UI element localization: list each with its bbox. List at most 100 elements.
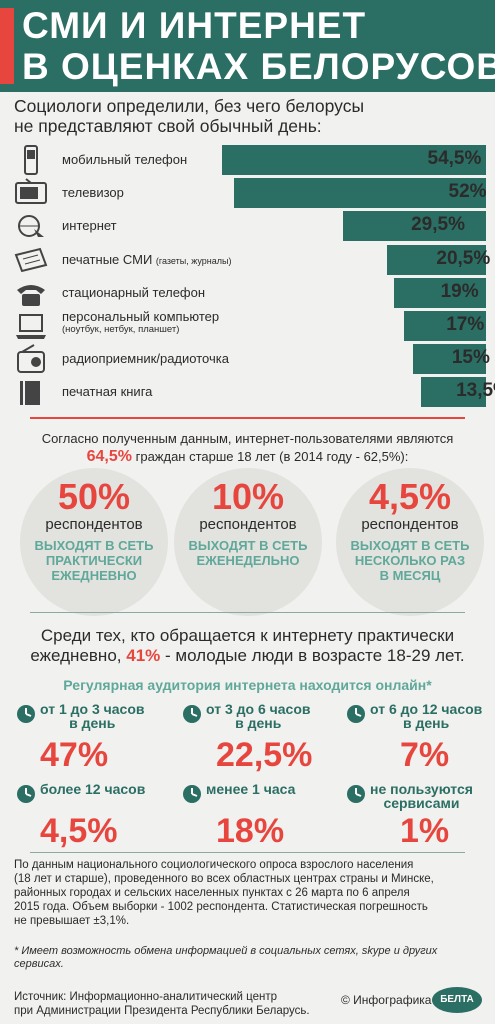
circle-percent: 10% xyxy=(211,476,285,517)
bar xyxy=(393,277,486,308)
intro-text: Социологи определили, без чего белорусы … xyxy=(14,96,484,136)
circle-percent: 4,5% xyxy=(368,476,452,517)
category-label: интернет xyxy=(62,218,117,234)
category-label: печатные СМИ (газеты, журналы) xyxy=(62,251,232,267)
frequency-circle: 10% респондентов ВЫХОДЯТ В СЕТЬ ЕЖЕНЕДЕЛЬНО xyxy=(174,468,322,616)
category-label: печатная книга xyxy=(62,384,153,400)
separator-3 xyxy=(30,852,465,853)
circle-respondents: респондентов xyxy=(361,516,459,533)
online-category: более 12 часов xyxy=(40,781,146,797)
title-banner: СМИ И ИНТЕРНЕТ В ОЦЕНКАХ БЕЛОРУСОВ xyxy=(0,0,495,92)
users-line2: 64,5% граждан старше 18 лет (в 2014 году… xyxy=(0,448,495,466)
online-title: Регулярная аудитория интернета находится… xyxy=(63,677,432,693)
online-value: 47% xyxy=(40,736,109,774)
circle-description: ВЫХОДЯТ В СЕТЬ ЕЖЕНЕДЕЛЬНО xyxy=(188,538,308,568)
bar xyxy=(386,244,486,275)
chart-row: мобильный телефон 54,5% xyxy=(0,145,495,175)
online-category: менее 1 часа xyxy=(206,781,296,797)
circle-description: ВЫХОДЯТ В СЕТЬ ПРАКТИЧЕСКИ ЕЖЕДНЕВНО xyxy=(34,538,154,583)
bar xyxy=(343,211,486,242)
category-label: мобильный телефон xyxy=(62,152,188,167)
category-label: телевизор xyxy=(62,185,124,201)
circle-percent: 50% xyxy=(57,476,131,517)
bar xyxy=(413,344,486,375)
online-category: от 6 до 12 часов в день xyxy=(370,701,483,731)
title-accent xyxy=(0,8,14,84)
daily-line1: Среди тех, кто обращается к интернету пр… xyxy=(40,626,455,645)
method-line: (18 лет и старше), проведенного во всех … xyxy=(14,873,434,885)
users-line2-text: граждан старше 18 лет (в 2014 году - 62,… xyxy=(135,449,409,464)
intro-line2: не представляют свой обычный день: xyxy=(14,116,322,136)
bar xyxy=(222,145,486,175)
daily-percent: 41% xyxy=(126,646,161,665)
daily-line2: ежедневно, 41% - молодые люди в возрасте… xyxy=(0,646,495,666)
clock-icon xyxy=(183,785,201,803)
clock-icon xyxy=(347,705,365,723)
chart-row: персональный компьютер (ноутбук, нетбук, … xyxy=(0,310,495,341)
online-value: 1% xyxy=(400,812,450,850)
radio-icon xyxy=(17,344,45,374)
value-label: 13,5% xyxy=(456,380,495,402)
value-label: 19% xyxy=(440,280,479,302)
separator-2 xyxy=(30,612,465,613)
value-label: 15% xyxy=(451,347,490,369)
belta-logo: БЕЛТА xyxy=(432,987,482,1013)
source: Источник: Информационно-аналитический це… xyxy=(14,990,310,1018)
circle-description: ВЫХОДЯТ В СЕТЬ НЕСКОЛЬКО РАЗ В МЕСЯЦ xyxy=(350,538,470,583)
chart-row: радиоприемник/радиоточка 15% xyxy=(0,344,495,375)
intro-line1: Социологи определили, без чего белорусы xyxy=(14,96,365,116)
chart-row: телевизор 52% xyxy=(0,178,495,209)
users-percent: 64,5% xyxy=(86,448,132,465)
value-label: 17% xyxy=(446,314,485,335)
separator xyxy=(30,417,465,419)
online-value: 18% xyxy=(216,812,285,850)
circle-respondents: респондентов xyxy=(199,516,297,533)
laptop-icon xyxy=(16,314,46,339)
page-title-line2: В ОЦЕНКАХ БЕЛОРУСОВ xyxy=(22,46,495,87)
category-label: стационарный телефон xyxy=(62,284,206,300)
frequency-circle: 50% респондентов ВЫХОДЯТ В СЕТЬ ПРАКТИЧЕСКИ… xyxy=(20,468,168,616)
daily-line2-pre: ежедневно, xyxy=(30,646,122,665)
clock-icon xyxy=(183,705,201,723)
book-icon xyxy=(20,381,40,406)
tv-icon xyxy=(15,178,47,205)
circle-respondents: респондентов xyxy=(45,516,143,533)
online-category: не пользуются сервисами xyxy=(370,781,473,811)
newspaper-icon xyxy=(14,247,48,272)
chart-row: интернет 29,5% xyxy=(0,211,495,242)
value-label: 29,5% xyxy=(411,214,465,236)
method-line: 2015 года. Объем выборки - 1002 респонде… xyxy=(14,901,428,913)
online-value: 22,5% xyxy=(216,736,313,774)
source-line: Источник: Информационно-аналитический це… xyxy=(14,991,278,1003)
method-line: По данным национального социологического… xyxy=(14,859,414,871)
clock-icon xyxy=(347,785,365,803)
bar xyxy=(234,178,486,209)
source-line: при Администрации Президента Республики … xyxy=(14,1005,310,1017)
bar xyxy=(420,377,486,408)
value-label: 54,5% xyxy=(427,148,482,169)
footnote: * Имеет возможность обмена информацией в… xyxy=(14,945,484,971)
daily-line2-post: - молодые люди в возрасте 18-29 лет. xyxy=(165,646,465,665)
footnote-line: сервисах. xyxy=(14,958,64,970)
mobile-phone-icon xyxy=(24,145,38,175)
methodology-note: По данным национального социологического… xyxy=(14,858,484,928)
footnote-line: * Имеет возможность обмена информацией в… xyxy=(14,945,438,957)
internet-icon xyxy=(18,215,44,242)
chart-row: печатные СМИ (газеты, журналы) 20,5% xyxy=(0,244,495,275)
page-title-line1: СМИ И ИНТЕРНЕТ xyxy=(22,5,367,46)
online-value: 4,5% xyxy=(40,812,118,850)
value-label: 20,5% xyxy=(436,247,491,269)
online-category: от 1 до 3 часов в день xyxy=(40,701,145,731)
frequency-circle: 4,5% респондентов ВЫХОДЯТ В СЕТЬ НЕСКОЛЬКО … xyxy=(336,468,484,616)
category-label: радиоприемник/радиоточка xyxy=(62,351,229,367)
clock-icon xyxy=(17,785,35,803)
users-line1: Согласно полученным данным, интернет-пол… xyxy=(41,431,454,446)
value-label: 52% xyxy=(448,181,487,203)
landline-phone-icon xyxy=(17,284,45,306)
bar xyxy=(403,311,486,341)
online-value: 7% xyxy=(400,736,450,774)
chart-row: стационарный телефон 19% xyxy=(0,277,495,308)
method-line: районных городах и сельских населенных п… xyxy=(14,887,410,899)
clock-icon xyxy=(17,705,35,723)
online-category: от 3 до 6 часов в день xyxy=(206,701,311,731)
